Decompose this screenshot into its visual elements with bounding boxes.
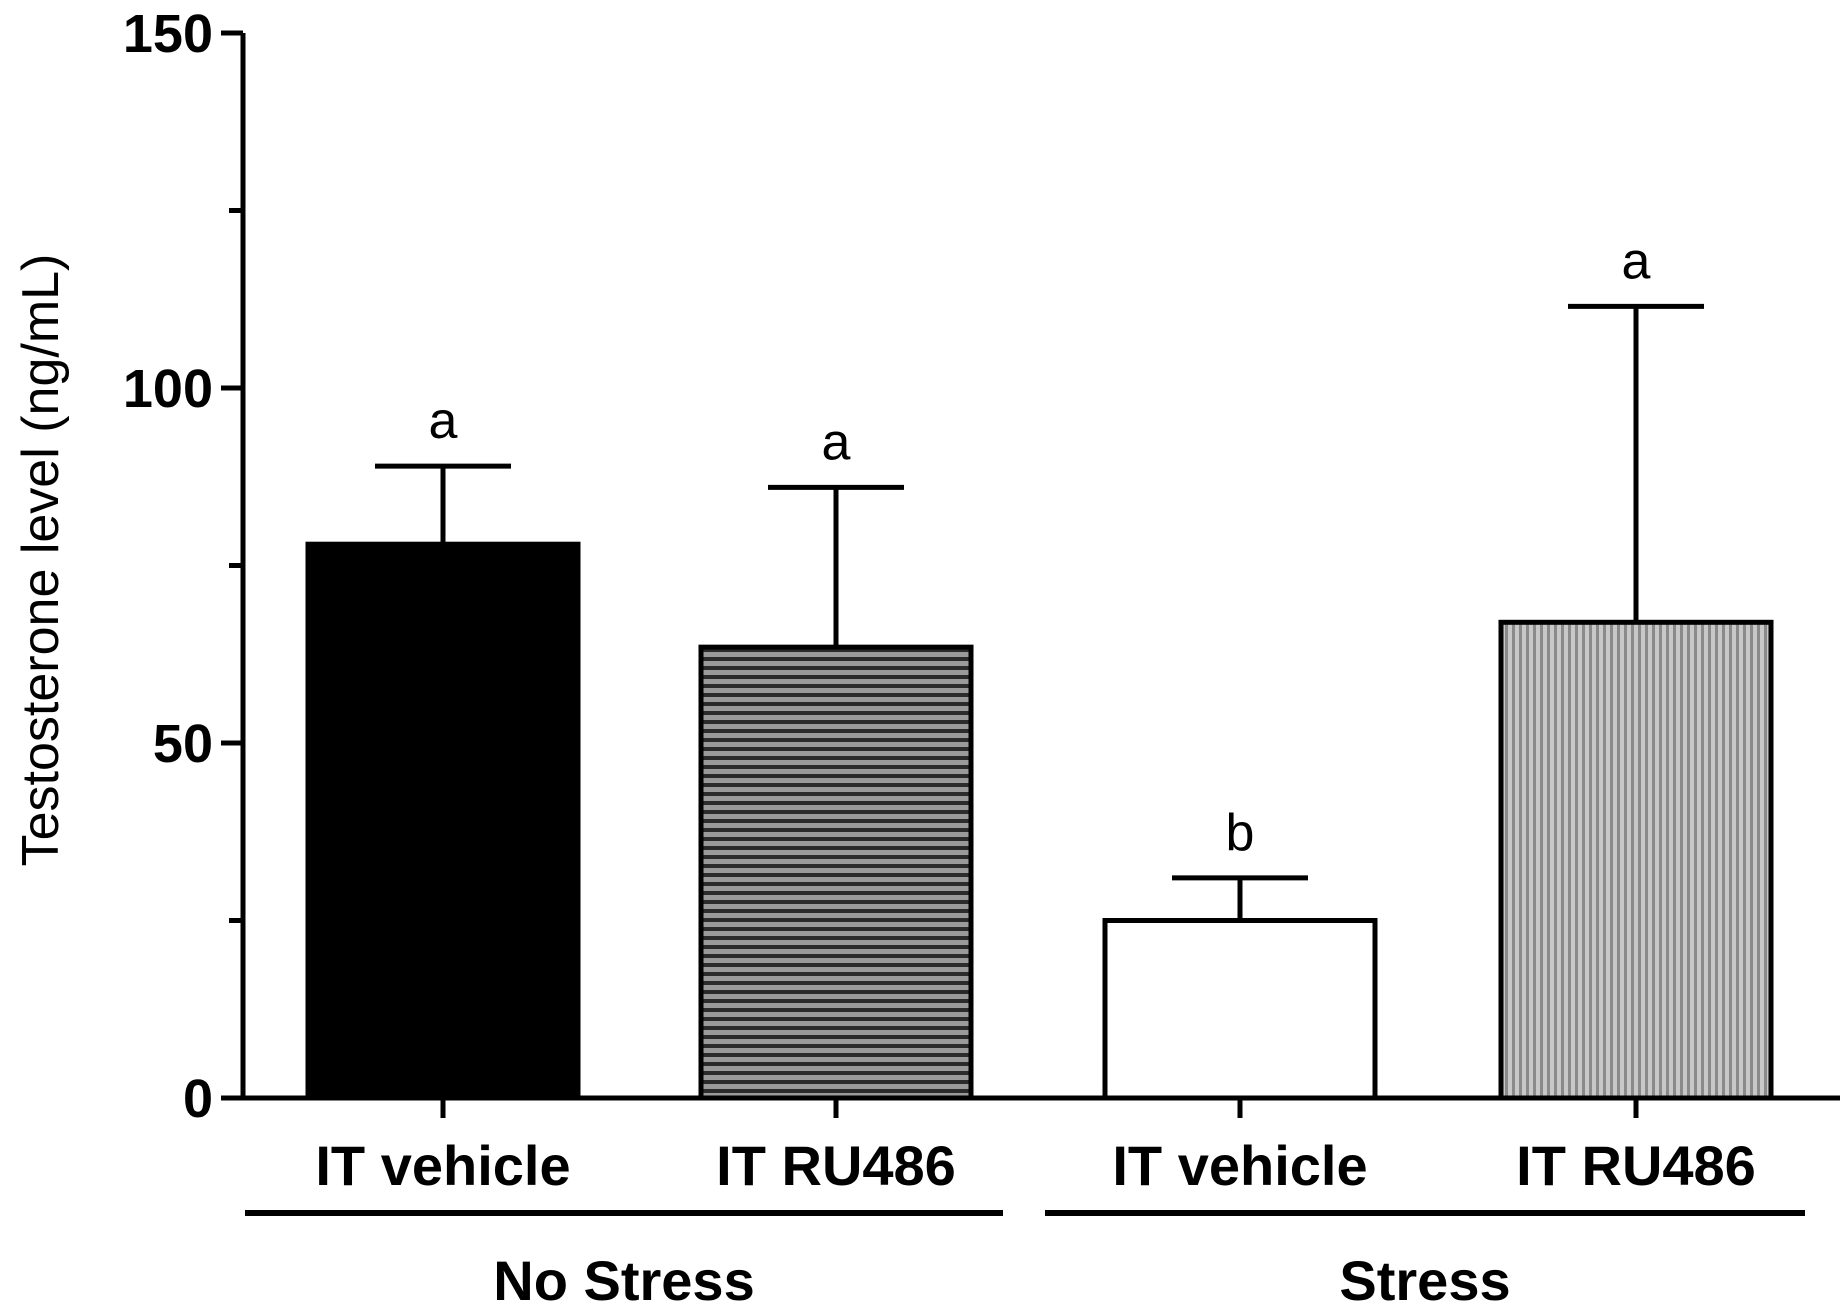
y-tick-label: 100 — [123, 359, 213, 419]
group-label: No Stress — [493, 1249, 754, 1307]
x-category-label: IT RU486 — [716, 1134, 956, 1197]
x-category-label: IT vehicle — [315, 1134, 570, 1197]
bar — [698, 644, 974, 1101]
x-category-label: IT RU486 — [1516, 1134, 1756, 1197]
group-label: Stress — [1339, 1249, 1510, 1307]
significance-label: a — [822, 413, 851, 471]
y-tick-label: 0 — [183, 1069, 213, 1129]
significance-label: a — [429, 392, 458, 450]
bar — [1102, 918, 1378, 1101]
significance-label: b — [1226, 804, 1255, 862]
y-tick-label: 150 — [123, 4, 213, 64]
bar — [305, 541, 581, 1101]
significance-label: a — [1622, 232, 1651, 290]
y-axis-title: Testosterone level (ng/mL) — [12, 254, 70, 867]
x-category-label: IT vehicle — [1112, 1134, 1367, 1197]
bar — [1498, 619, 1774, 1101]
y-tick-label: 50 — [153, 714, 213, 774]
plot-area: 0 50 100 150 a IT vehicle a IT RU486 b IT vehicle… — [123, 4, 1840, 1307]
